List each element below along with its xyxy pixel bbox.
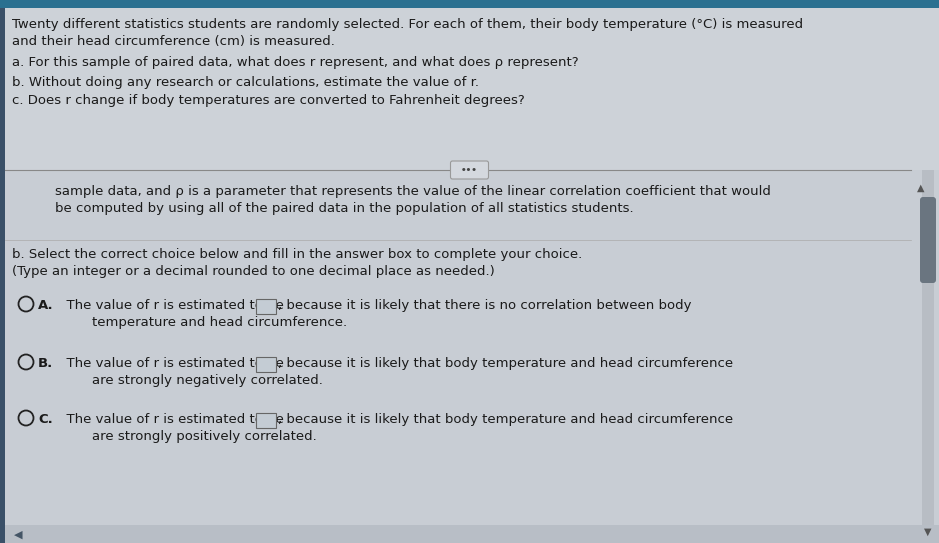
Text: , because it is likely that there is no correlation between body: , because it is likely that there is no … (278, 299, 691, 312)
Text: sample data, and ρ is a parameter that represents the value of the linear correl: sample data, and ρ is a parameter that r… (55, 185, 771, 198)
Text: The value of r is estimated to be: The value of r is estimated to be (58, 413, 284, 426)
Text: b. Select the correct choice below and fill in the answer box to complete your c: b. Select the correct choice below and f… (12, 248, 582, 261)
Text: and their head circumference (cm) is measured.: and their head circumference (cm) is mea… (12, 35, 335, 48)
FancyBboxPatch shape (920, 197, 936, 283)
Text: are strongly negatively correlated.: are strongly negatively correlated. (58, 374, 323, 387)
FancyBboxPatch shape (5, 525, 939, 543)
Text: , because it is likely that body temperature and head circumference: , because it is likely that body tempera… (278, 357, 733, 370)
FancyBboxPatch shape (922, 170, 934, 525)
FancyBboxPatch shape (0, 0, 939, 8)
Text: B.: B. (38, 357, 54, 370)
FancyBboxPatch shape (451, 161, 488, 179)
Text: The value of r is estimated to be: The value of r is estimated to be (58, 357, 284, 370)
Text: The value of r is estimated to be: The value of r is estimated to be (58, 299, 284, 312)
Text: C.: C. (38, 413, 53, 426)
Text: •••: ••• (461, 166, 478, 175)
FancyBboxPatch shape (5, 8, 939, 170)
FancyBboxPatch shape (5, 8, 939, 543)
Text: a. For this sample of paired data, what does r represent, and what does ρ repres: a. For this sample of paired data, what … (12, 56, 578, 69)
Text: c. Does r change if body temperatures are converted to Fahrenheit degrees?: c. Does r change if body temperatures ar… (12, 94, 525, 107)
Text: temperature and head circumference.: temperature and head circumference. (58, 316, 347, 329)
Text: (Type an integer or a decimal rounded to one decimal place as needed.): (Type an integer or a decimal rounded to… (12, 265, 495, 278)
Text: , because it is likely that body temperature and head circumference: , because it is likely that body tempera… (278, 413, 733, 426)
Text: are strongly positively correlated.: are strongly positively correlated. (58, 430, 316, 443)
Text: be computed by using all of the paired data in the population of all statistics : be computed by using all of the paired d… (55, 202, 634, 215)
FancyBboxPatch shape (256, 357, 276, 372)
Text: Twenty different statistics students are randomly selected. For each of them, th: Twenty different statistics students are… (12, 18, 803, 31)
Text: ▲: ▲ (917, 183, 925, 193)
Text: b. Without doing any research or calculations, estimate the value of r.: b. Without doing any research or calcula… (12, 76, 479, 89)
Text: ◀: ◀ (14, 530, 23, 540)
Text: A.: A. (38, 299, 54, 312)
FancyBboxPatch shape (0, 8, 5, 543)
Text: ▼: ▼ (924, 527, 931, 537)
FancyBboxPatch shape (256, 299, 276, 314)
FancyBboxPatch shape (256, 413, 276, 428)
